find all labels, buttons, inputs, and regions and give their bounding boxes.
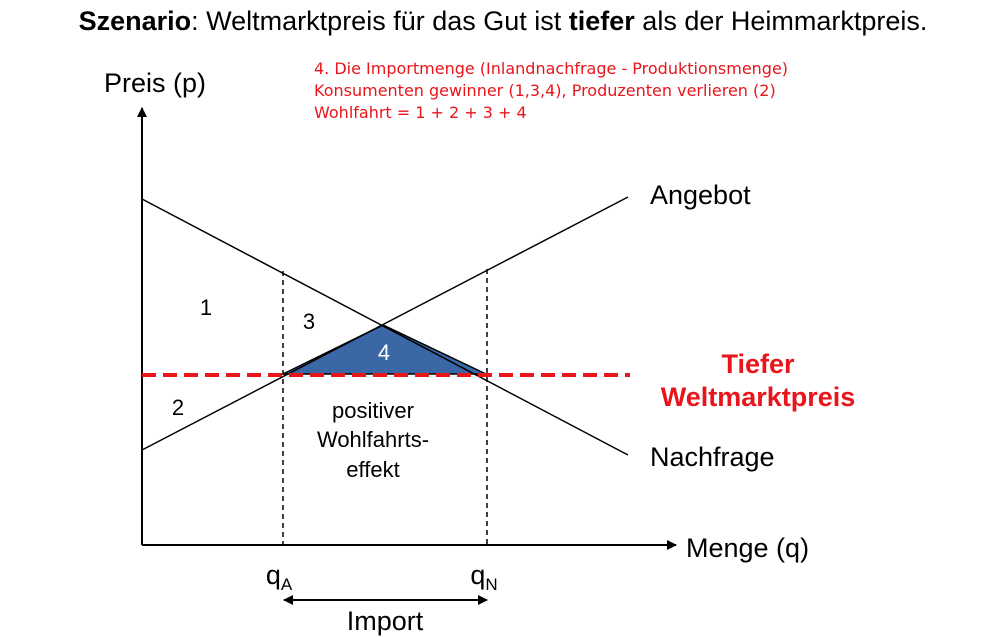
demand-curve xyxy=(141,198,629,456)
qa-label: qA xyxy=(266,560,293,594)
effect-text-line1: positiver xyxy=(332,398,414,423)
area-2-label: 2 xyxy=(172,395,184,420)
note-line-1: 4. Die Importmenge (Inlandnachfrage - Pr… xyxy=(314,59,789,78)
title-text-1: : Weltmarktpreis für das Gut ist xyxy=(191,6,569,36)
qn-main: q xyxy=(470,560,485,590)
title-text-2: als der Heimmarktpreis. xyxy=(634,6,928,36)
supply-label: Angebot xyxy=(650,180,751,210)
title-bold-word: tiefer xyxy=(568,6,635,36)
supply-curve xyxy=(141,196,629,451)
annotation-note: 4. Die Importmenge (Inlandnachfrage - Pr… xyxy=(314,58,788,124)
note-line-3: Wohlfahrt = 1 + 2 + 3 + 4 xyxy=(314,103,527,122)
x-axis-label: Menge (q) xyxy=(686,533,809,563)
demand-label: Nachfrage xyxy=(650,442,775,472)
import-label: Import xyxy=(347,606,424,636)
qa-sub: A xyxy=(281,575,293,594)
qn-sub: N xyxy=(485,575,497,594)
y-axis-label: Preis (p) xyxy=(104,68,206,98)
world-price-label-line1: Tiefer xyxy=(721,349,795,379)
effect-text-line2: Wohlfahrts- xyxy=(317,427,429,452)
page-title: Szenario: Weltmarktpreis für das Gut ist… xyxy=(0,6,1006,37)
note-line-2: Konsumenten gewinner (1,3,4), Produzente… xyxy=(314,81,776,100)
area-4-label: 4 xyxy=(378,340,390,365)
world-price-label-line2: Weltmarktpreis xyxy=(661,382,856,412)
title-bold-prefix: Szenario xyxy=(78,6,192,36)
area-1-label: 1 xyxy=(200,295,212,320)
qa-main: q xyxy=(266,560,281,590)
effect-text-line3: effekt xyxy=(346,457,399,482)
area-3-label: 3 xyxy=(303,309,315,334)
qn-label: qN xyxy=(470,560,497,594)
